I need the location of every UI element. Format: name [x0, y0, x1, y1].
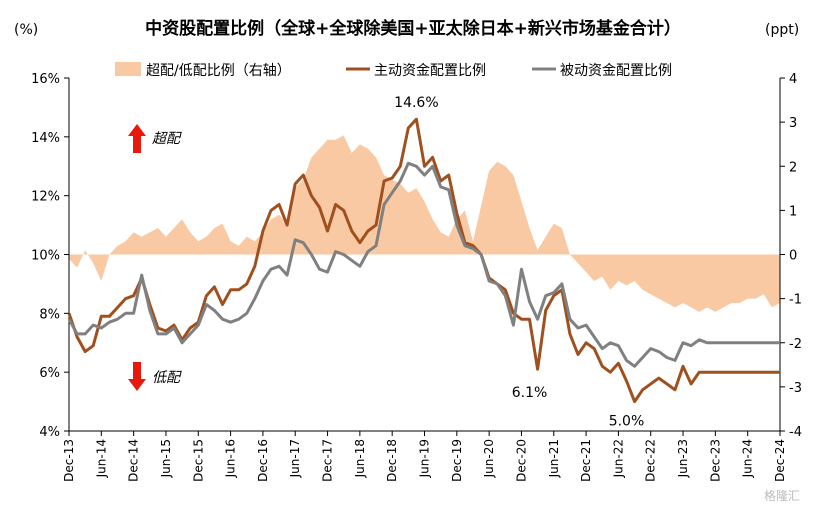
- line-passive-allocation: [67, 161, 780, 368]
- axes: 16% 14% 12% 10% 8% 6% 4% 4 3 2 1 0 -1 -2 -3 -4 Dec-13 Jun…: [31, 72, 802, 482]
- y-right-tick-label: -3: [789, 381, 802, 396]
- y-left-tick-label: 14%: [31, 131, 60, 146]
- annotations: 14.6% 6.1% 5.0%: [394, 95, 644, 429]
- x-tick-label: Jun-22: [611, 439, 625, 478]
- line-series: [67, 117, 780, 404]
- area-series: [69, 135, 780, 312]
- legend: 超配/低配比例（右轴） 主动资金配置比例 被动资金配置比例: [115, 62, 672, 79]
- x-tick-label: Jun-15: [159, 439, 173, 478]
- x-tick-label: Jun-16: [224, 439, 238, 478]
- x-tick-label: Dec-16: [256, 439, 270, 482]
- y-right-tick-label: -2: [789, 337, 802, 352]
- chart-title: 中资股配置比例（全球+全球除美国+亚太除日本+新兴市场基金合计）: [145, 18, 681, 39]
- down-arrow-icon: [128, 362, 146, 391]
- x-tick-label: Jun-19: [418, 439, 432, 478]
- y-right-tick-label: 2: [789, 160, 797, 175]
- y-right-tick-label: -1: [789, 293, 802, 308]
- x-tick-label: Jun-17: [288, 439, 302, 478]
- y-right-tick-label: 1: [789, 204, 797, 219]
- y-left-tick-label: 6%: [39, 366, 60, 381]
- y-right-tick-label: -4: [789, 425, 802, 440]
- overweight-note: 超配: [128, 124, 182, 153]
- y-left-tick-label: 10%: [31, 249, 60, 264]
- x-tick-label: Jun-18: [353, 439, 367, 478]
- x-tick-label: Dec-24: [773, 439, 787, 482]
- y-right-tick-label: 3: [789, 116, 797, 131]
- x-tick-label: Dec-22: [644, 439, 658, 482]
- legend-label-active: 主动资金配置比例: [374, 63, 486, 79]
- x-tick-label: Jun-24: [741, 439, 755, 478]
- x-tick-label: Dec-13: [62, 439, 76, 482]
- x-tick-label: Dec-21: [579, 439, 593, 482]
- x-tick-label: Jun-14: [94, 439, 108, 478]
- legend-label-passive: 被动资金配置比例: [560, 63, 672, 79]
- x-tick-label: Dec-14: [127, 439, 141, 482]
- x-tick-label: Dec-23: [708, 439, 722, 482]
- y-right-tick-label: 4: [789, 72, 797, 87]
- up-arrow-icon: [128, 124, 146, 153]
- x-tick-label: Dec-18: [385, 439, 399, 482]
- line-active-allocation: [67, 117, 780, 404]
- x-tick-label: Dec-20: [514, 439, 528, 482]
- x-tick-label: Dec-15: [191, 439, 205, 482]
- y-left-tick-label: 16%: [31, 72, 60, 87]
- y-left-unit: (%): [14, 22, 38, 38]
- y-left-tick-label: 12%: [31, 190, 60, 205]
- y-right-unit: (ppt): [765, 22, 799, 38]
- x-tick-label: Jun-21: [547, 439, 561, 478]
- underweight-label: 低配: [152, 370, 182, 386]
- legend-label-area: 超配/低配比例（右轴）: [146, 63, 291, 79]
- annotation-label: 5.0%: [609, 414, 645, 430]
- legend-swatch-area: [115, 62, 141, 76]
- y-right-tick-label: 0: [789, 249, 797, 264]
- y-left-tick-label: 4%: [39, 425, 60, 440]
- watermark: 格隆汇: [764, 488, 800, 503]
- x-tick-label: Dec-19: [450, 439, 464, 482]
- x-tick-label: Dec-17: [321, 439, 335, 482]
- annotation-label: 6.1%: [512, 385, 548, 401]
- annotation-label: 14.6%: [394, 95, 438, 111]
- area-overweight-underweight: [69, 135, 780, 312]
- overweight-label: 超配: [152, 131, 182, 147]
- underweight-note: 低配: [128, 362, 182, 391]
- x-tick-label: Jun-20: [482, 439, 496, 478]
- y-left-tick-label: 8%: [39, 307, 60, 322]
- x-tick-label: Jun-23: [676, 439, 690, 478]
